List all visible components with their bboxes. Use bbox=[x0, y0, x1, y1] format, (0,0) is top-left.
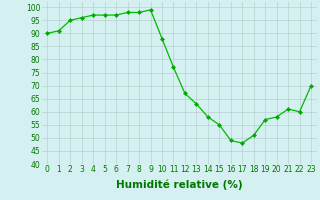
X-axis label: Humidité relative (%): Humidité relative (%) bbox=[116, 180, 243, 190]
